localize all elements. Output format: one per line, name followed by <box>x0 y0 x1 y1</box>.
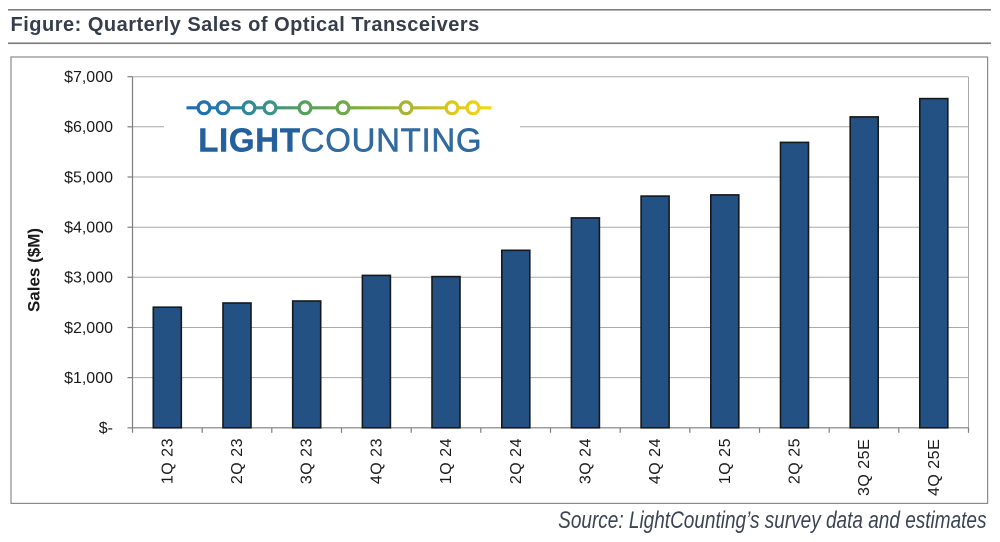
svg-text:$5,000: $5,000 <box>64 169 113 186</box>
svg-text:4Q 24: 4Q 24 <box>647 438 664 484</box>
svg-text:1Q 25: 1Q 25 <box>717 438 734 484</box>
svg-text:4Q 25E: 4Q 25E <box>926 439 943 496</box>
svg-text:Source: LightCounting’s survey: Source: LightCounting’s survey data and … <box>558 507 987 534</box>
svg-text:2Q 23: 2Q 23 <box>229 438 246 484</box>
svg-text:1Q 23: 1Q 23 <box>159 438 176 484</box>
svg-text:2Q 24: 2Q 24 <box>508 438 525 484</box>
svg-text:3Q 25E: 3Q 25E <box>856 439 873 496</box>
svg-text:$4,000: $4,000 <box>64 220 113 237</box>
svg-text:2Q 25: 2Q 25 <box>787 438 804 484</box>
svg-text:$6,000: $6,000 <box>64 119 113 136</box>
svg-text:3Q 24: 3Q 24 <box>577 438 594 484</box>
svg-text:4Q 23: 4Q 23 <box>368 438 385 484</box>
svg-text:LIGHTCOUNTING: LIGHTCOUNTING <box>198 121 482 158</box>
svg-text:1Q 24: 1Q 24 <box>438 438 455 484</box>
svg-text:$2,000: $2,000 <box>64 320 113 337</box>
svg-text:$3,000: $3,000 <box>64 270 113 287</box>
svg-text:3Q 23: 3Q 23 <box>299 438 316 484</box>
svg-text:Sales ($M): Sales ($M) <box>25 228 44 312</box>
svg-text:$7,000: $7,000 <box>64 69 113 86</box>
svg-text:Figure: Quarterly Sales of Opt: Figure: Quarterly Sales of Optical Trans… <box>11 14 480 36</box>
svg-text:$-: $- <box>99 420 113 437</box>
svg-text:$1,000: $1,000 <box>64 370 113 387</box>
